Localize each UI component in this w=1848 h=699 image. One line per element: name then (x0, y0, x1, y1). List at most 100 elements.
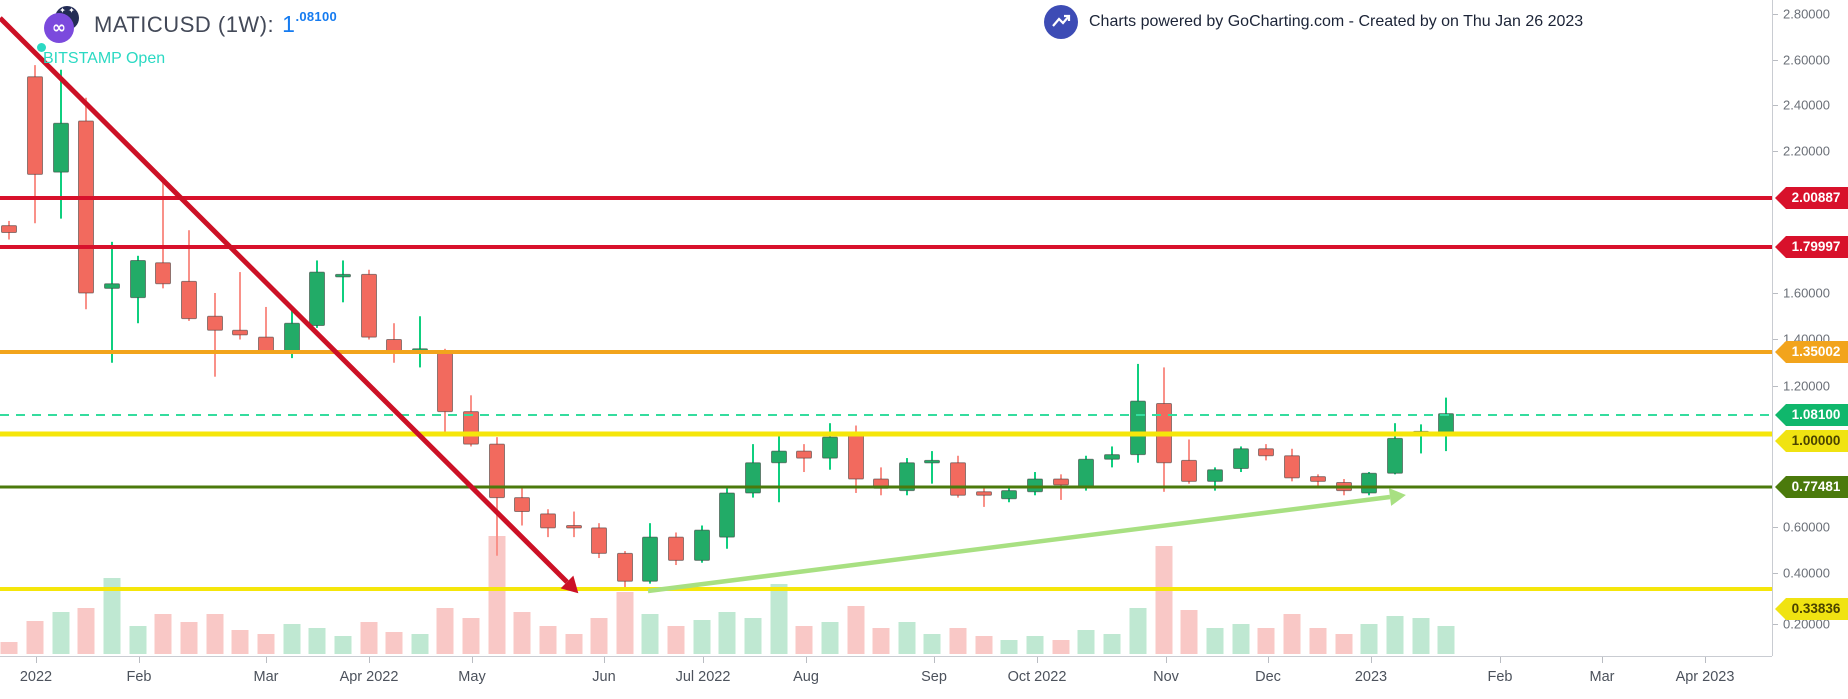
candle-down[interactable] (489, 443, 505, 499)
price-tick-mark (1773, 14, 1778, 15)
chart-canvas[interactable] (0, 0, 1772, 656)
price-tick-label: 2.60000 (1783, 52, 1830, 68)
candle-up[interactable] (1438, 413, 1454, 434)
volume-bar (847, 606, 865, 654)
candle-down[interactable] (950, 462, 966, 496)
candle-down[interactable] (796, 450, 812, 459)
price-tick-label: 2.20000 (1783, 143, 1830, 159)
price-tick-label: 1.60000 (1783, 285, 1830, 301)
volume-bar (0, 642, 18, 654)
volume-bar (385, 632, 403, 654)
candle-up[interactable] (1233, 448, 1249, 470)
candle-down[interactable] (361, 273, 377, 338)
candle-down[interactable] (78, 120, 94, 294)
candle-down[interactable] (566, 525, 582, 529)
volume-bar (1335, 634, 1353, 654)
candle-up[interactable] (335, 273, 351, 278)
candle-down[interactable] (258, 336, 274, 352)
candle-up[interactable] (899, 462, 915, 492)
time-tick-label: 2022 (19, 669, 53, 685)
candle-up[interactable] (719, 492, 735, 538)
volume-bar (513, 612, 531, 654)
time-tick-label: Dec (1255, 669, 1281, 685)
candle-up[interactable] (1027, 478, 1043, 493)
time-axis[interactable]: 2022 Feb Mar Apr 2022 May Jun Jul 2022 Aug Sep Oc… (0, 656, 1772, 699)
candle-down[interactable] (1284, 455, 1300, 479)
candle-down[interactable] (463, 411, 479, 445)
candle-down[interactable] (514, 497, 530, 513)
candle-down[interactable] (668, 536, 684, 561)
candle-up[interactable] (309, 271, 325, 327)
candle-down[interactable] (1258, 448, 1274, 457)
time-tick-label: Feb (1487, 669, 1513, 685)
logo-infinity-icon: ∞ (44, 13, 74, 43)
time-tick-mark (1705, 657, 1706, 663)
candle-up[interactable] (642, 536, 658, 582)
candle-up[interactable] (284, 322, 300, 352)
candle-down[interactable] (437, 352, 453, 413)
volume-bar (616, 592, 634, 654)
candle-down[interactable] (976, 491, 992, 496)
candle-up[interactable] (1078, 458, 1094, 488)
volume-bar (641, 614, 659, 654)
volume-bar (1077, 630, 1095, 654)
candle-down[interactable] (207, 315, 223, 331)
candle-up[interactable] (924, 459, 940, 464)
time-tick-mark (266, 657, 267, 663)
candle-up[interactable] (1001, 490, 1017, 500)
candle-up[interactable] (53, 122, 69, 173)
volume-bar (795, 626, 813, 654)
candle-up[interactable] (1130, 400, 1146, 456)
candle-up[interactable] (771, 450, 787, 464)
volume-bar (1026, 636, 1044, 654)
candle-down[interactable] (27, 76, 43, 175)
attribution: Charts powered by GoCharting.com - Creat… (1044, 4, 1583, 40)
volume-bar (283, 624, 301, 654)
candle-down[interactable] (1053, 478, 1069, 486)
volume-bar (1437, 626, 1455, 654)
volume-bar (821, 622, 839, 654)
candle-up[interactable] (745, 462, 761, 494)
candle-down[interactable] (1310, 476, 1326, 482)
candle-down[interactable] (617, 552, 633, 582)
volume-bar (718, 612, 736, 654)
volume-bar (1257, 628, 1275, 654)
plot-area[interactable] (0, 0, 1772, 656)
candle-down[interactable] (155, 262, 171, 285)
candle-up[interactable] (822, 436, 838, 459)
candle-up[interactable] (104, 283, 120, 289)
time-tick-label: Oct 2022 (1007, 669, 1067, 685)
candle-up[interactable] (1361, 472, 1377, 494)
candle-up[interactable] (1387, 437, 1403, 474)
time-tick-mark (604, 657, 605, 663)
time-tick-mark (1371, 657, 1372, 663)
candle-up[interactable] (694, 529, 710, 561)
candle-down[interactable] (232, 329, 248, 336)
time-tick-label: Jun (592, 669, 616, 685)
volume-bar (667, 626, 685, 654)
downtrend-arrow-head (560, 575, 579, 594)
candle-down[interactable] (591, 527, 607, 554)
candle-down[interactable] (181, 280, 197, 320)
volume-bar (103, 578, 121, 654)
candle-up[interactable] (1207, 469, 1223, 482)
symbol-header: ✦ ✦✦ ∞ MATICUSD (1W): 1.08100 (44, 4, 337, 44)
price-tick-label: 0.20000 (1783, 616, 1830, 632)
volume-bar (1180, 610, 1198, 654)
candle-up[interactable] (1104, 454, 1120, 460)
uptrend-arrow[interactable] (647, 494, 1391, 594)
volume-bar (949, 628, 967, 654)
time-tick-mark (36, 657, 37, 663)
downtrend-arrow[interactable] (0, 16, 569, 584)
candle-up[interactable] (130, 259, 146, 299)
candle-down[interactable] (540, 513, 556, 529)
candle-down[interactable] (848, 434, 864, 480)
symbol-title-text: MATICUSD (1W): (94, 11, 275, 37)
volume-bar (1283, 614, 1301, 654)
candle-down[interactable] (1181, 459, 1197, 482)
candle-down[interactable] (1, 225, 17, 234)
volume-bar (77, 608, 95, 654)
price-axis[interactable]: 2.80000 2.60000 2.40000 2.20000 1.60000 1.400… (1772, 0, 1848, 656)
price-tick-mark (1773, 293, 1778, 294)
